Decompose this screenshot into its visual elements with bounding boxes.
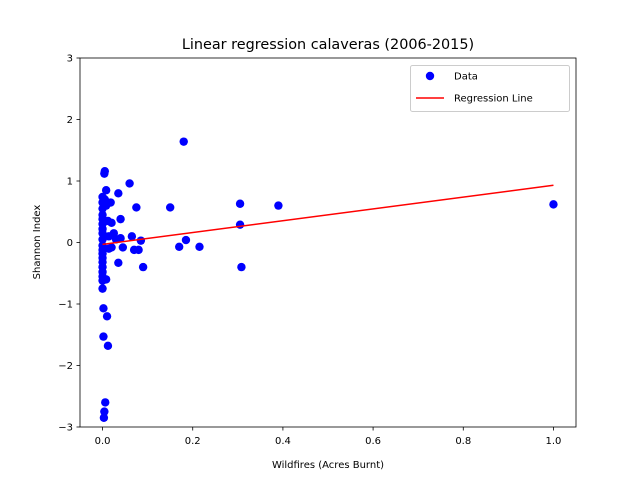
data-point-29 (101, 275, 111, 284)
regression-line (102, 184, 554, 246)
y-tick-label-6: 3 (67, 54, 73, 65)
data-point-52 (165, 203, 175, 212)
x-tick-label-3: 0.6 (365, 436, 381, 447)
x-tick-label-1: 0.2 (185, 436, 201, 447)
data-point-26 (101, 398, 110, 407)
legend: Data Regression Line (410, 65, 570, 112)
data-point-55 (181, 235, 191, 245)
x-tick-label-4: 0.8 (455, 436, 471, 447)
x-tick-label-2: 0.4 (275, 436, 291, 447)
legend-label-0: Data (454, 72, 478, 83)
data-point-48 (132, 203, 141, 212)
y-tick-label-1: −2 (58, 361, 73, 372)
data-point-54 (179, 137, 188, 146)
data-point-36 (107, 218, 116, 228)
data-point-43 (116, 214, 125, 224)
data-point-57 (235, 199, 245, 208)
data-point-61 (549, 200, 558, 209)
legend-marker-swatch (425, 71, 435, 81)
axes: 0.0 0.2 0.4 0.6 0.8 1.0 −3 −2 −1 0 1 2 3 (58, 54, 577, 447)
data-point-41 (114, 258, 123, 267)
legend-box (410, 65, 570, 112)
y-tick-label-4: 1 (67, 177, 73, 188)
chart-title: Linear regression calaveras (2006-2015) (182, 37, 474, 53)
x-tick-label-5: 1.0 (546, 436, 562, 447)
data-point-18 (98, 284, 107, 293)
y-tick-label-2: −1 (58, 300, 73, 311)
data-point-35 (106, 198, 115, 207)
data-point-51 (138, 262, 148, 272)
y-tick-label-5: 2 (67, 115, 73, 126)
data-point-44 (118, 243, 128, 252)
data-point-42 (116, 233, 125, 243)
data-point-53 (175, 242, 184, 252)
data-point-56 (195, 242, 204, 252)
data-point-46 (127, 232, 137, 241)
data-point-21 (99, 413, 109, 422)
data-point-24 (100, 166, 110, 176)
data-point-8 (98, 235, 107, 244)
data-point-27 (101, 186, 111, 195)
data-point-20 (99, 332, 108, 341)
y-axis-label: Shannon Index (32, 205, 43, 280)
data-point-60 (274, 201, 283, 210)
data-point-31 (103, 341, 113, 351)
y-tick-label-0: −3 (58, 423, 73, 434)
data-point-22 (100, 407, 109, 416)
data-point-19 (99, 304, 108, 313)
data-point-59 (237, 262, 246, 272)
data-point-58 (235, 220, 245, 229)
data-point-49 (134, 245, 143, 255)
x-tick-label-0: 0.0 (95, 436, 111, 447)
data-point-45 (125, 179, 134, 188)
data-point-7 (98, 229, 107, 238)
data-point-40 (114, 189, 123, 198)
x-axis-label: Wildfires (Acres Burnt) (272, 460, 384, 471)
plot-area (98, 137, 558, 422)
y-tick-label-3: 0 (67, 238, 73, 249)
data-point-50 (136, 236, 146, 245)
data-point-37 (107, 243, 116, 252)
legend-label-1: Regression Line (454, 94, 533, 105)
data-point-30 (102, 312, 112, 321)
